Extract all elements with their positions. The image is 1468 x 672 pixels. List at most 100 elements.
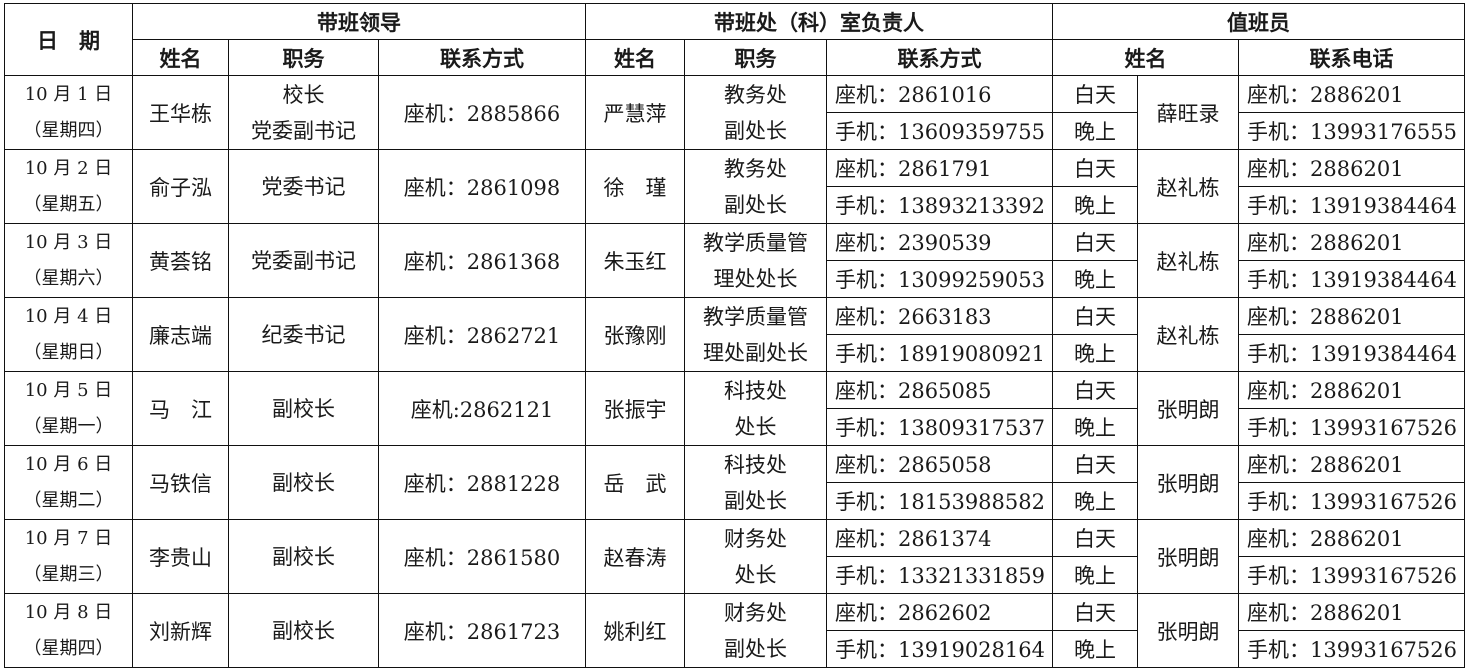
duty-landline: 座机：2886201: [1238, 445, 1466, 483]
leader-position-line: 党委书记: [261, 174, 346, 199]
table-row-sub: 手机：18153988582 晚上 手机：13993167526: [5, 482, 1466, 520]
date-line: 10 月 8 日: [24, 601, 113, 623]
table-row: 10 月 3 日 （星期六） 黄荟铭 党委副书记 座机：2861368 朱玉红 教学质量管理…: [4, 223, 1466, 298]
table-row: 10 月 8 日（星期四） 刘新辉 副校长 座机：2861723 姚利红 财务处 副处长 座机…: [4, 593, 1466, 668]
date-line: （星期三）: [23, 563, 114, 585]
shift-day: 白天: [1052, 75, 1139, 113]
table-row: 10 月 2 日（星期五） 俞子泓 党委书记 座机：2861098 徐 瑾教务处 副处长座…: [4, 149, 1466, 224]
duty-mobile: 手机：13919384464: [1238, 334, 1466, 372]
duty-landline: 座机：2886201: [1238, 75, 1466, 113]
leader-contact: 座机：2861580: [377, 519, 587, 594]
header-duty-phone: 联系电话: [1238, 39, 1466, 76]
table-row: 10 月 4 日 （星期日） 廉志端 纪委书记 座机：2862721 张豫刚 教学质量管 理处…: [4, 297, 1466, 372]
header-dept-group: 带班处（科）室负责人: [585, 3, 1054, 40]
dept-position-line: 处长: [734, 562, 777, 587]
leader-position: 副校长: [228, 593, 379, 668]
leader-name: 李贵山: [132, 519, 229, 594]
date-line: 10 月 4 日: [24, 305, 113, 327]
shift-day: 白天: [1052, 519, 1139, 557]
dept-position-line: 财务处: [724, 526, 788, 551]
dept-landline: 座机：2861791: [826, 149, 1054, 187]
dept-position-line: 教务处: [724, 82, 788, 107]
leader-position: 副校长: [228, 371, 379, 446]
shift-night: 晚上: [1052, 112, 1139, 150]
leader-name: 马 江: [132, 371, 229, 446]
leader-name: 刘新辉: [132, 593, 229, 668]
dept-mobile: 手机：18919080921: [826, 334, 1054, 372]
shift-night: 晚上: [1052, 482, 1139, 520]
dept-name: 岳 武: [585, 445, 686, 520]
dept-position-line: 教务处: [724, 156, 788, 181]
dept-name: 赵春涛: [585, 519, 686, 594]
shift-night: 晚上: [1052, 260, 1139, 298]
dept-name: 严慧萍: [585, 75, 686, 150]
leader-position: 副校长: [228, 445, 379, 520]
dept-position-line: 副处长: [724, 636, 788, 661]
header-leader-name: 姓名: [132, 39, 229, 76]
leader-position-line: 党委副书记: [251, 118, 356, 143]
header-date: 日 期: [4, 3, 133, 76]
dept-landline: 座机：2390539: [826, 223, 1054, 261]
header-leader-contact: 联系方式: [377, 39, 587, 76]
duty-name: 张明朗: [1137, 445, 1240, 520]
date-cell: 10 月 6 日 （星期二）: [4, 445, 133, 520]
duty-mobile: 手机：13993167526: [1238, 556, 1466, 594]
dept-position-line: 理处处长: [713, 266, 798, 291]
schedule-body: 10 月 1 日（星期四） 王华栋 校长 党委副书记 座机：2885866 严慧萍 教务处副…: [4, 75, 1466, 668]
table-row-sub: 手机：13919028164 晚上 手机：13993167526: [5, 630, 1466, 668]
dept-position: 教务处 副处长: [684, 75, 828, 150]
leader-position-line: 副校长: [272, 470, 335, 495]
leader-position: 纪委书记: [228, 297, 379, 372]
table-row-sub: 手机：13321331859 晚上 手机：13993167526: [5, 556, 1466, 594]
shift-night: 晚上: [1052, 556, 1139, 594]
shift-day: 白天: [1052, 371, 1139, 409]
dept-landline: 座机：2862602: [826, 593, 1054, 631]
header-duty-group: 值班员: [1052, 3, 1466, 40]
dept-position-line: 处长: [734, 414, 777, 439]
date-cell: 10 月 7 日 （星期三）: [4, 519, 133, 594]
dept-landline: 座机：2663183: [826, 297, 1054, 335]
date-cell: 10 月 8 日 （星期四）: [4, 593, 133, 668]
dept-landline: 座机：2865058: [826, 445, 1054, 483]
shift-day: 白天: [1052, 149, 1139, 187]
dept-position-line: 教学质量管: [703, 230, 809, 255]
duty-name: 赵礼栋: [1137, 149, 1240, 224]
dept-position-line: 财务处: [724, 600, 788, 625]
leader-name: 黄荟铭: [132, 223, 229, 298]
dept-mobile: 手机：18153988582: [826, 482, 1054, 520]
date-cell: 10 月 3 日 （星期六）: [4, 223, 133, 298]
date-cell: 10 月 1 日 （星期四）: [4, 75, 133, 150]
leader-position: 校长 党委副书记: [228, 75, 379, 150]
date-line: （星期一）: [23, 415, 114, 437]
shift-day: 白天: [1052, 223, 1139, 261]
date-line: 10 月 2 日: [24, 157, 113, 179]
duty-name: 张明朗: [1137, 371, 1240, 446]
table-row-sub: 手机：13609359755 晚上 手机：13993176555: [5, 112, 1466, 150]
dept-position: 教务处 副处长: [684, 149, 828, 224]
date-line: （星期二）: [23, 489, 114, 511]
shift-night: 晚上: [1052, 408, 1139, 446]
table-row-sub: 手机：13809317537 晚上 手机：13993167526: [5, 408, 1466, 446]
dept-mobile: 手机：13321331859: [826, 556, 1054, 594]
duty-mobile: 手机：13993167526: [1238, 482, 1466, 520]
date-line: （星期六）: [23, 267, 114, 289]
dept-position: 教学质量管 理处副处长: [684, 297, 828, 372]
date-cell: 10 月 2 日 （星期五）: [4, 149, 133, 224]
dept-mobile: 手机：13609359755: [826, 112, 1054, 150]
table-row-sub: 手机：18919080921 晚上 手机：13919384464: [5, 334, 1466, 372]
dept-position: 科技处 副处长: [684, 445, 828, 520]
dept-position: 教学质量管 理处处长: [684, 223, 828, 298]
leader-position-line: 副校长: [272, 396, 335, 421]
date-line: （星期四）: [23, 119, 114, 141]
duty-landline: 座机：2886201: [1238, 371, 1466, 409]
header-leader-position: 职务: [228, 39, 379, 76]
shift-night: 晚上: [1052, 630, 1139, 668]
date-line: 10 月 7 日: [24, 527, 113, 549]
dept-position-line: 科技处: [724, 452, 788, 477]
date-cell: 10 月 5 日 （星期一）: [4, 371, 133, 446]
leader-name: 俞子泓: [132, 149, 229, 224]
dept-position: 科技处 处长: [684, 371, 828, 446]
duty-schedule-table: 日 期 带班领导 带班处（科）室负责人 值班员 姓名 职务 联系方式 姓名 职务…: [4, 3, 1466, 668]
duty-name: 赵礼栋: [1137, 223, 1240, 298]
leader-position-line: 校长: [282, 82, 325, 107]
